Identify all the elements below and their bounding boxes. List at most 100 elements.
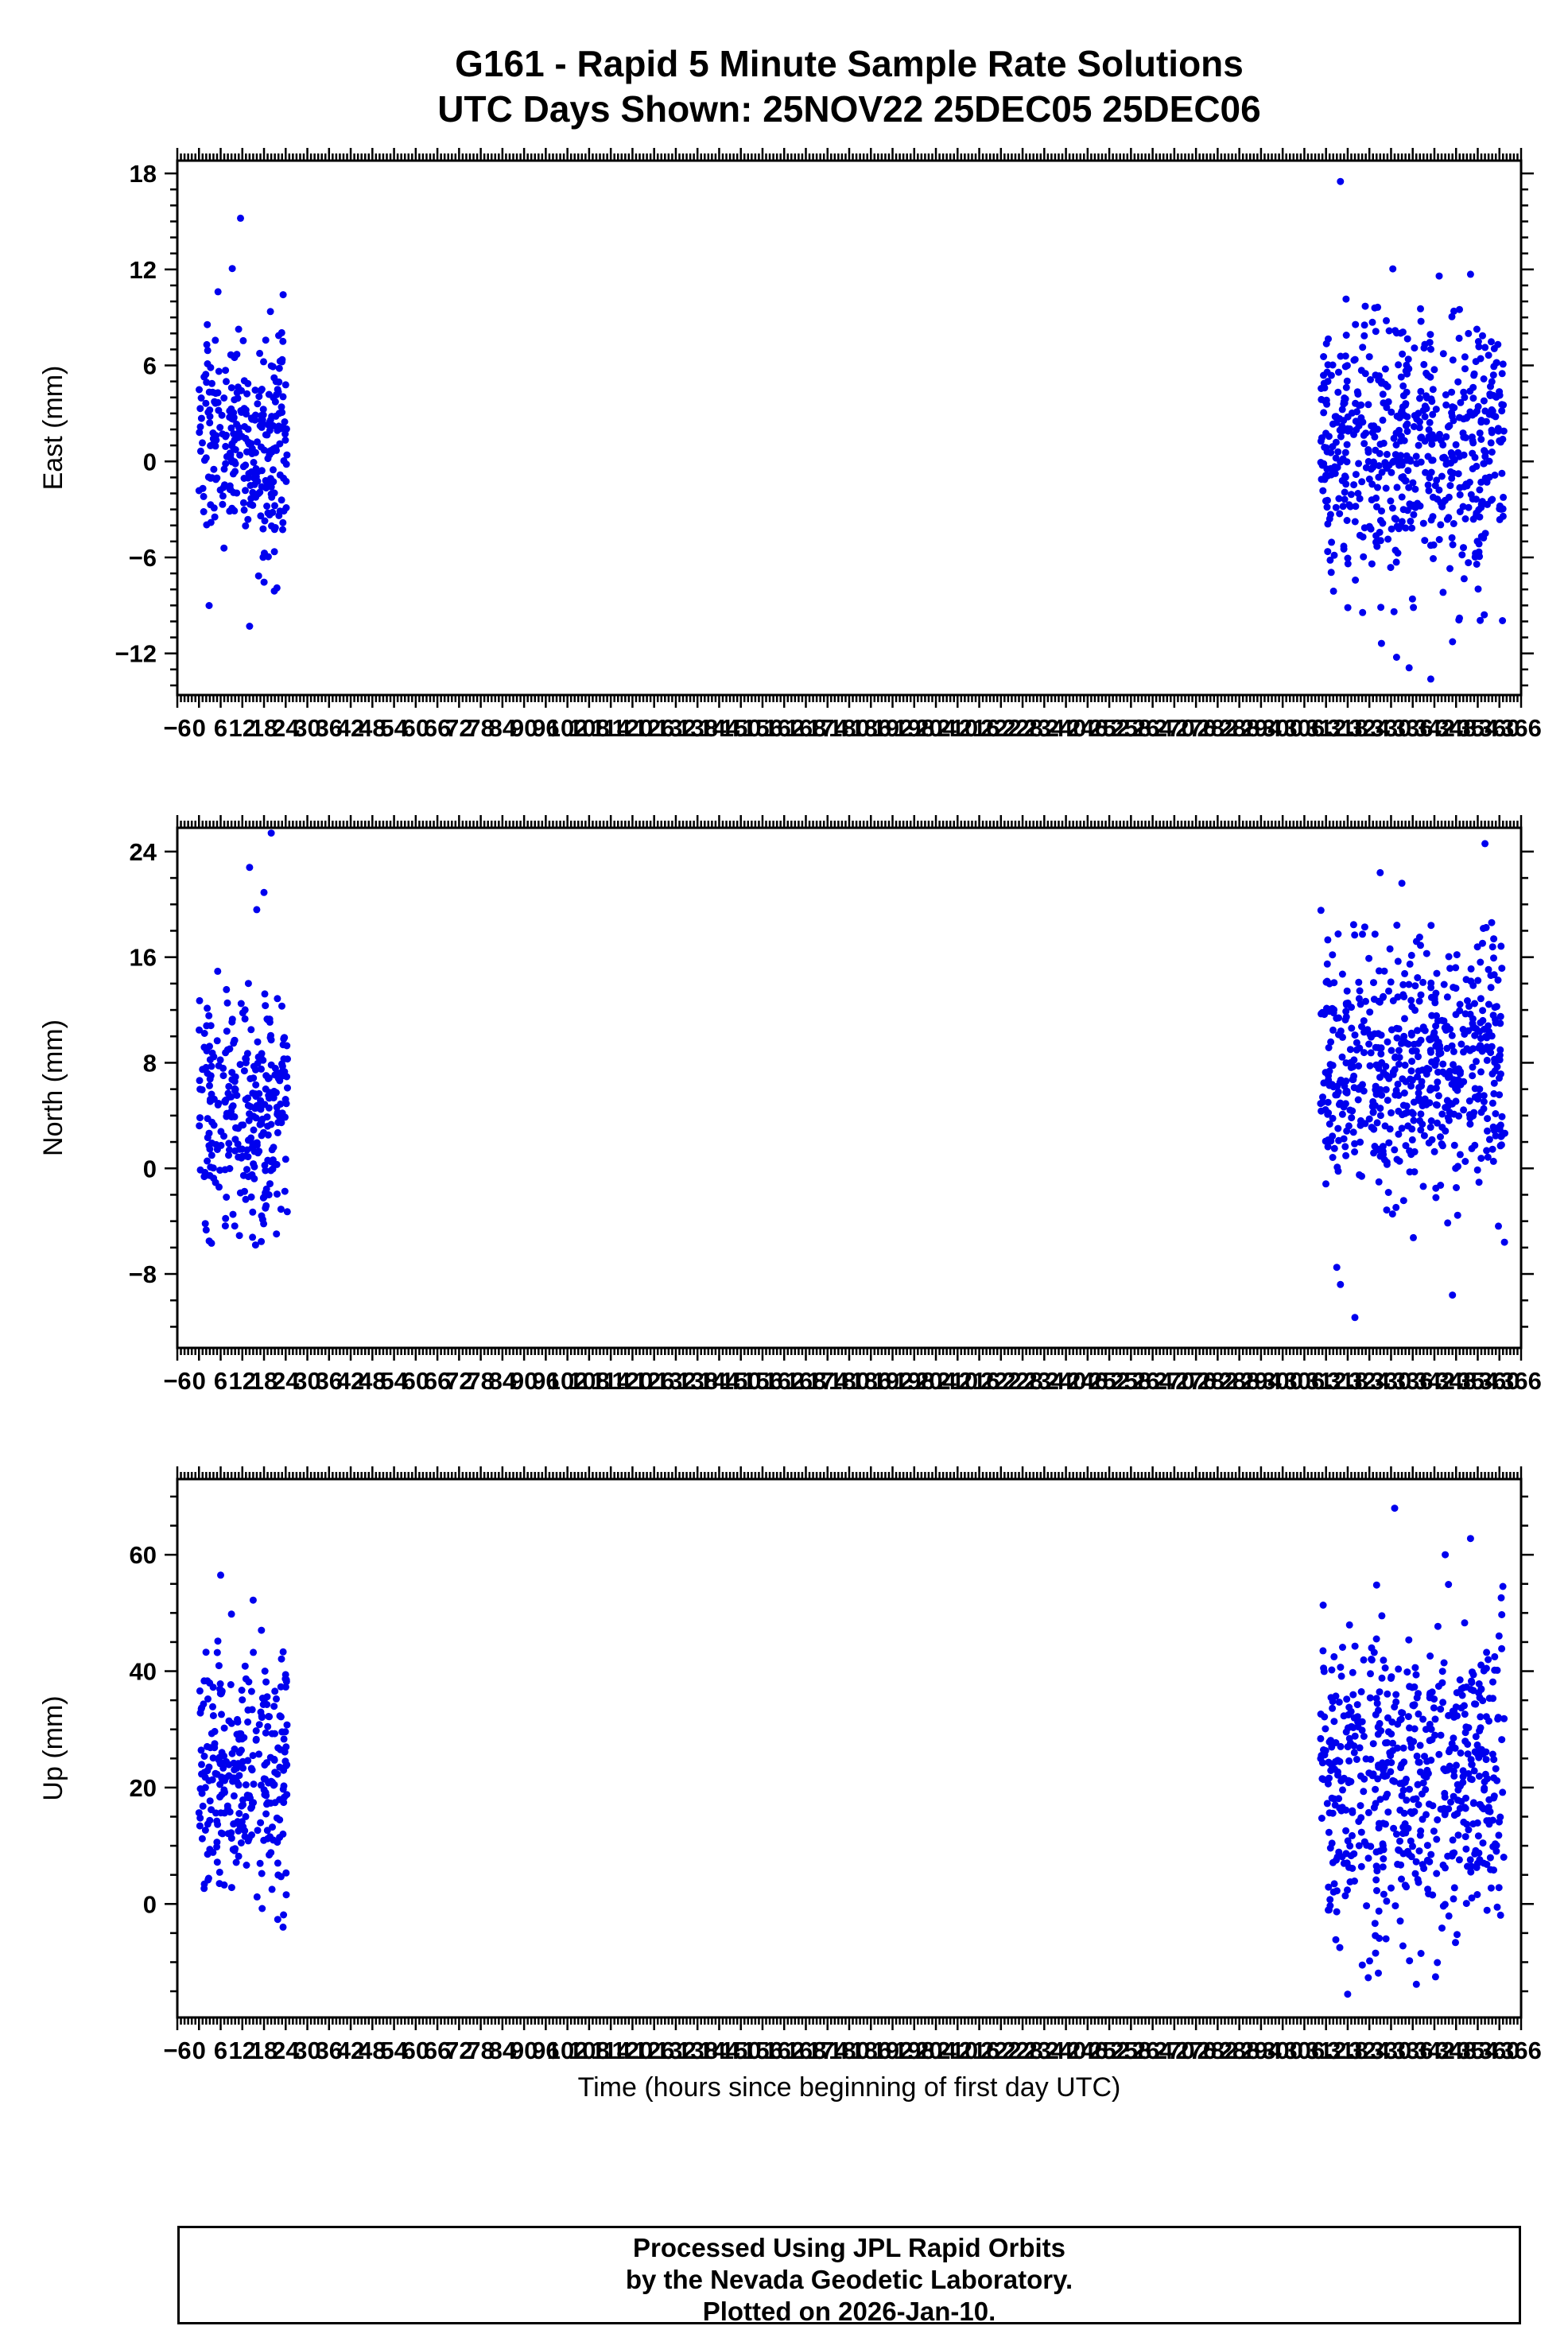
x-tick-label: 150 [720,1367,762,1395]
x-tick-label: 318 [1327,714,1368,742]
scatter-points [196,829,1508,1322]
y-tick-label: 12 [130,256,157,284]
x-tick-label: 186 [850,1367,891,1395]
x-tick-label: 132 [655,2037,697,2064]
x-tick-label: 336 [1392,714,1434,742]
x-tick-label: 306 [1284,714,1325,742]
x-tick-label: 138 [677,1367,718,1395]
x-tick-label: 210 [937,1367,978,1395]
x-tick-label: 144 [699,2037,740,2064]
x-tick-label: 108 [569,2037,610,2064]
x-tick-label: 198 [894,714,935,742]
x-tick-label: 186 [850,714,891,742]
x-tick-label: 102 [547,1367,588,1395]
x-tick-label: 48 [359,2037,386,2064]
x-tick-label: 318 [1327,2037,1368,2064]
y-axis-title: East (mm) [38,366,68,491]
x-tick-label: 330 [1371,714,1412,742]
up-panel-chart: −6 0 6 121824303642485460667278849096102108… [38,1466,1542,2064]
x-tick-label: 174 [807,714,848,742]
x-tick-label: 150 [720,2037,762,2064]
x-tick-label: 60 [402,2037,429,2064]
x-tick-label: 156 [742,714,783,742]
x-tick-label: 120 [612,714,654,742]
east-panel-chart: −6 0 6 121824303642485460667278849096102108… [38,148,1542,742]
x-tick-label: 78 [467,2037,494,2064]
x-tick-label: 234 [1023,714,1065,742]
x-tick-label: 66 [424,2037,451,2064]
x-tick-label: 240 [1046,714,1087,742]
x-tick-label: 36 [316,714,343,742]
x-tick-label: 174 [807,1367,848,1395]
y-tick-label: 24 [130,838,157,866]
x-tick-label: 12 [229,2037,256,2064]
x-tick-label: 48 [359,714,386,742]
x-tick-label: 288 [1219,1367,1260,1395]
x-tick-label: 258 [1110,2037,1151,2064]
x-tick-label: 300 [1262,714,1303,742]
x-tick-label: 336 [1392,2037,1434,2064]
x-tick-label: 348 [1435,714,1477,742]
x-tick-label: 228 [1002,714,1043,742]
x-tick-label: 60 [402,1367,429,1395]
x-tick-label: 228 [1002,2037,1043,2064]
x-tick-label: 198 [894,1367,935,1395]
x-tick-label: 120 [612,2037,654,2064]
x-tick-label: 342 [1414,2037,1455,2064]
x-tick-label: 312 [1306,714,1347,742]
x-tick-label: 180 [829,714,870,742]
y-tick-label: 0 [143,1155,157,1182]
x-tick-label: 276 [1175,1367,1217,1395]
x-tick-label: 324 [1349,2037,1390,2064]
x-tick-label: 354 [1457,1367,1499,1395]
x-tick-label: 138 [677,714,718,742]
x-tick-label: 366 [1500,714,1542,742]
x-tick-label: 12 [229,1367,256,1395]
x-tick-label: 54 [380,1367,408,1395]
y-tick-label: 16 [130,944,157,972]
x-tick-label: 318 [1327,1367,1368,1395]
scatter-points [195,1505,1508,1998]
footer-box: Processed Using JPL Rapid Orbits by the … [177,2226,1521,2326]
x-tick-label: 264 [1132,2037,1174,2064]
x-tick-label: 108 [569,714,610,742]
x-tick-label: 324 [1349,714,1390,742]
x-tick-label: −6 [163,714,191,742]
x-tick-label: 168 [786,714,827,742]
x-tick-label: 72 [445,1367,472,1395]
x-tick-label: 18 [250,1367,278,1395]
x-tick-label: 360 [1479,2037,1520,2064]
x-tick-label: 294 [1240,2037,1282,2064]
x-tick-label: 282 [1197,1367,1239,1395]
x-tick-label: 306 [1284,1367,1325,1395]
x-tick-label: 222 [980,714,1022,742]
x-tick-label: 126 [634,2037,675,2064]
x-axis-label: Time (hours since beginning of first day… [577,2072,1121,2103]
title-line-1: G161 - Rapid 5 Minute Sample Rate Soluti… [455,43,1244,84]
x-tick-label: 30 [293,2037,320,2064]
x-tick-label: 6 [214,714,227,742]
x-tick-label: 198 [894,2037,935,2064]
x-tick-label: 102 [547,714,588,742]
plot-frame [176,1478,1523,2019]
y-axis-title: North (mm) [38,1019,68,1156]
x-tick-label: 84 [489,2037,517,2064]
x-tick-label: 324 [1349,1367,1390,1395]
x-tick-label: 216 [959,2037,1000,2064]
x-tick-label: 354 [1457,714,1499,742]
x-tick-label: 90 [510,714,538,742]
x-tick-label: 204 [915,714,957,742]
x-tick-label: 222 [980,1367,1022,1395]
scatter-points [195,177,1508,683]
x-tick-label: 234 [1023,1367,1065,1395]
x-tick-label: 246 [1067,1367,1108,1395]
x-tick-label: 102 [547,2037,588,2064]
x-tick-label: 126 [634,1367,675,1395]
x-tick-label: 252 [1089,1367,1130,1395]
x-tick-label: 24 [272,714,300,742]
x-tick-label: 252 [1089,714,1130,742]
x-tick-label: 30 [293,714,320,742]
x-tick-label: 288 [1219,714,1260,742]
figure-title: G161 - Rapid 5 Minute Sample Rate Soluti… [177,41,1521,132]
